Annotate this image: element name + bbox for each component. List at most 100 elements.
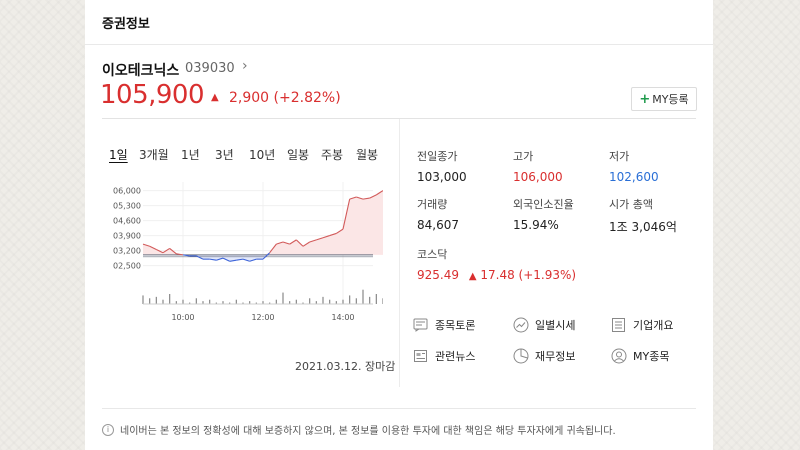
volume-bar [349, 295, 351, 304]
stat-value: 102,600 [609, 170, 659, 184]
vertical-divider [399, 119, 400, 387]
tab-daily-candle[interactable]: 일봉 [287, 148, 310, 162]
tab-monthly-candle[interactable]: 월봉 [356, 148, 379, 162]
tab-1year[interactable]: 1년 [181, 148, 200, 162]
volume-bar [195, 298, 197, 304]
volume-bar [309, 298, 311, 304]
volume-bar [342, 299, 344, 304]
divider [102, 408, 696, 409]
stat-label: 외국인소진율 [513, 198, 574, 211]
card-title: 증권정보 [102, 17, 150, 32]
stat-label: 시가 총액 [609, 198, 653, 211]
volume-bar [375, 294, 377, 304]
price-line-segment [169, 247, 177, 255]
price-line-segment [282, 241, 290, 245]
volume-bar [369, 296, 371, 304]
link-label: 종목토론 [435, 319, 476, 332]
price-line-segment [182, 254, 190, 257]
volume-bar [189, 302, 191, 304]
user-icon [611, 348, 627, 364]
link-company-overview[interactable]: 기업개요 [611, 317, 673, 333]
tab-3month[interactable]: 3개월 [139, 148, 169, 162]
volume-bar [315, 301, 317, 304]
link-label: 기업개요 [633, 319, 674, 332]
kosdaq-value: 925.49 [417, 268, 459, 282]
stock-code[interactable]: 039030 [185, 61, 235, 76]
stat-value: 106,000 [513, 170, 563, 184]
divider [102, 118, 696, 119]
price-line-segment [142, 243, 150, 247]
price-line-segment [342, 199, 351, 230]
price-line-segment [176, 253, 184, 256]
stat-value: 15.94% [513, 218, 559, 232]
price-line-segment [362, 197, 370, 200]
kosdaq-values: 925.49 ▲ 17.48 (+1.93%) [417, 268, 576, 282]
volume-bar [202, 301, 204, 304]
price-line-segment [322, 235, 330, 239]
price-line-segment [356, 196, 364, 200]
volume-bar [209, 299, 211, 304]
tab-3year[interactable]: 3년 [215, 148, 234, 162]
link-my-stocks[interactable]: MY종목 [611, 348, 669, 364]
price-line-segment [302, 241, 310, 247]
up-arrow-icon: ▲ [211, 92, 219, 103]
discussion-icon [413, 318, 428, 332]
price-change: 2,900 (+2.82%) [229, 90, 341, 106]
y-tick-label: 103,200 [113, 247, 141, 256]
stat-prev-close: 전일종가 103,000 [417, 148, 467, 184]
volume-bar [289, 301, 291, 304]
stat-label: 전일종가 [417, 150, 458, 163]
price-line-segment [262, 252, 271, 260]
y-tick-label: 103,900 [113, 232, 141, 241]
tab-1day[interactable]: 1일 [109, 148, 128, 162]
my-register-button[interactable]: + MY등록 [631, 87, 697, 111]
price-line-segment [329, 232, 337, 237]
y-tick-label: 104,600 [113, 217, 141, 226]
news-icon [414, 350, 427, 362]
stat-label: 저가 [609, 150, 630, 163]
price-line-segment [149, 245, 157, 250]
volume-bar [242, 302, 244, 304]
area-up [143, 190, 383, 255]
intraday-price-chart: 106,000 105,300 104,600 103,900 103,200 102,5… [113, 182, 383, 322]
chevron-right-icon[interactable]: › [242, 58, 248, 74]
x-tick-label: 12:00 [251, 313, 274, 322]
link-financial-info[interactable]: 재무정보 [513, 348, 575, 364]
volume-bar [155, 296, 157, 304]
volume-bar [335, 301, 337, 304]
link-related-news[interactable]: 관련뉴스 [413, 348, 475, 364]
price-line-segment [309, 239, 317, 243]
volume-bar [149, 298, 151, 304]
volume-bar [275, 299, 277, 304]
volume-bar [322, 296, 324, 304]
kosdaq-change: 17.48 (+1.93%) [480, 268, 577, 282]
tab-weekly-candle[interactable]: 주봉 [321, 148, 344, 162]
volume-bar [329, 299, 331, 304]
volume-bar [175, 301, 177, 304]
price-line-segment [209, 258, 217, 261]
info-icon: i [102, 423, 114, 436]
x-tick-label: 14:00 [331, 313, 354, 322]
kosdaq-label: 코스닥 [417, 248, 448, 261]
stat-value: 1조 3,046억 [609, 220, 677, 234]
volume-bar [262, 301, 264, 304]
stat-high: 고가 106,000 [513, 148, 563, 184]
tab-10year[interactable]: 10년 [249, 148, 276, 162]
price-line-segment [222, 257, 230, 262]
volume-bar [269, 302, 271, 304]
stock-name-link[interactable]: 이오테크닉스 [102, 63, 180, 79]
card-header: 증권정보 [85, 0, 713, 45]
volume-bar [355, 298, 357, 304]
volume-bar [249, 301, 251, 304]
stock-info-card: 증권정보 이오테크닉스 039030 › 105,900 ▲ 2,900 (+2… [85, 0, 713, 450]
price-line-segment [229, 259, 237, 262]
volume-bar [255, 302, 257, 304]
price-line-segment [156, 249, 164, 254]
price-line-segment [216, 257, 224, 261]
link-label: 일별시세 [535, 319, 576, 332]
price-line-segment [276, 241, 284, 245]
link-discussion[interactable]: 종목토론 [413, 317, 475, 333]
link-daily-price[interactable]: 일별시세 [513, 317, 575, 333]
stat-value: 84,607 [417, 218, 459, 232]
up-arrow-icon: ▲ [468, 271, 477, 282]
